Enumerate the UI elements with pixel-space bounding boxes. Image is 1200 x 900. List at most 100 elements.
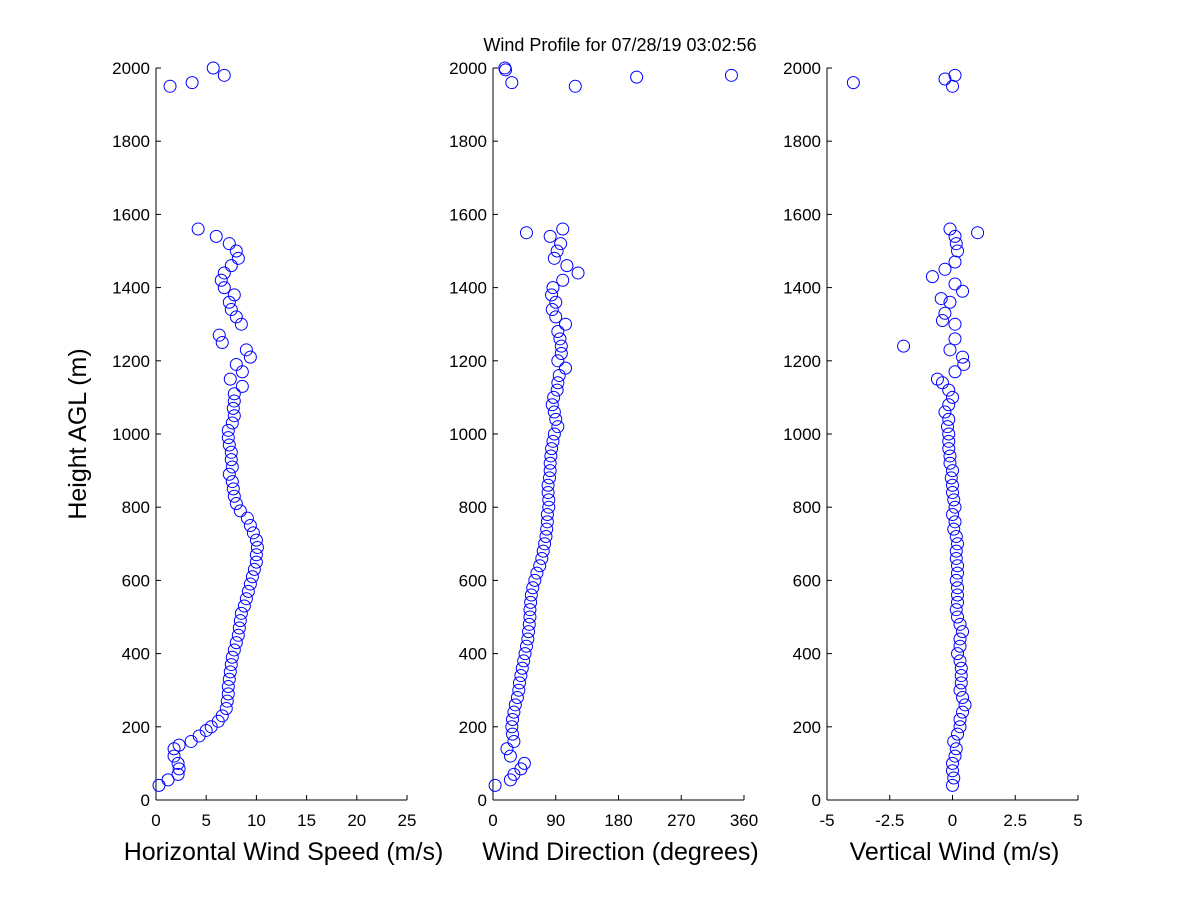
point	[524, 595, 538, 609]
point	[953, 639, 967, 653]
point	[930, 372, 944, 386]
point	[539, 529, 553, 543]
point	[942, 434, 956, 448]
x-tick-label: 270	[667, 811, 695, 830]
point	[249, 555, 263, 569]
point	[549, 310, 563, 324]
x-tick-label: 180	[604, 811, 632, 830]
point	[948, 68, 962, 82]
point	[227, 643, 241, 657]
point	[172, 738, 186, 752]
point	[956, 350, 970, 364]
point	[547, 427, 561, 441]
point	[543, 464, 557, 478]
point	[229, 636, 243, 650]
point	[543, 456, 557, 470]
point	[953, 712, 967, 726]
point	[222, 672, 236, 686]
y-tick-label: 1600	[449, 205, 487, 224]
point	[172, 762, 186, 776]
point	[224, 445, 238, 459]
point	[221, 423, 235, 437]
point	[550, 383, 564, 397]
x-tick-label: 0	[948, 811, 957, 830]
point	[953, 654, 967, 668]
point	[227, 489, 241, 503]
point	[846, 76, 860, 90]
point	[530, 566, 544, 580]
point	[206, 61, 220, 75]
point	[523, 610, 537, 624]
point	[517, 654, 531, 668]
point	[551, 354, 565, 368]
point	[506, 727, 520, 741]
point	[942, 412, 956, 426]
point	[630, 70, 644, 84]
point	[233, 614, 247, 628]
point	[239, 592, 253, 606]
point	[949, 573, 963, 587]
point	[521, 632, 535, 646]
point	[538, 537, 552, 551]
point	[951, 588, 965, 602]
point	[948, 749, 962, 763]
point	[523, 603, 537, 617]
point	[944, 471, 958, 485]
point	[559, 317, 573, 331]
y-tick-label: 1800	[112, 132, 150, 151]
point	[227, 409, 241, 423]
point	[227, 288, 241, 302]
point	[506, 712, 520, 726]
y-tick-label: 200	[793, 718, 821, 737]
x-tick-label: 15	[297, 811, 316, 830]
point	[224, 658, 238, 672]
point	[233, 504, 247, 518]
y-tick-label: 1200	[449, 352, 487, 371]
point	[897, 339, 911, 353]
point	[243, 350, 257, 364]
point	[243, 577, 257, 591]
point	[934, 292, 948, 306]
point	[951, 581, 965, 595]
point	[954, 661, 968, 675]
point	[223, 665, 237, 679]
point	[948, 229, 962, 243]
point	[949, 529, 963, 543]
point	[235, 379, 249, 393]
point	[938, 306, 952, 320]
point	[524, 588, 538, 602]
point	[225, 650, 239, 664]
point	[231, 628, 245, 642]
y-tick-label: 1400	[449, 279, 487, 298]
point	[240, 511, 254, 525]
y-tick-label: 600	[793, 571, 821, 590]
y-tick-label: 1400	[783, 279, 821, 298]
point	[571, 266, 585, 280]
point	[234, 317, 248, 331]
y-tick-label: 800	[793, 498, 821, 517]
point	[949, 544, 963, 558]
point	[560, 259, 574, 273]
point	[214, 273, 228, 287]
x-tick-label: 25	[398, 811, 417, 830]
point	[221, 431, 235, 445]
point	[938, 405, 952, 419]
point	[225, 475, 239, 489]
point	[956, 691, 970, 705]
point	[957, 357, 971, 371]
point	[171, 767, 185, 781]
point	[948, 277, 962, 291]
point	[191, 222, 205, 236]
x-axis-label: Wind Direction (degrees)	[482, 838, 759, 866]
x-axis-label: Horizontal Wind Speed (m/s)	[124, 838, 444, 866]
point	[167, 749, 181, 763]
point	[545, 288, 559, 302]
point	[724, 68, 738, 82]
point	[219, 702, 233, 715]
point	[225, 416, 239, 430]
point	[549, 295, 563, 309]
point	[231, 251, 245, 265]
point	[215, 709, 229, 723]
point	[946, 478, 959, 492]
